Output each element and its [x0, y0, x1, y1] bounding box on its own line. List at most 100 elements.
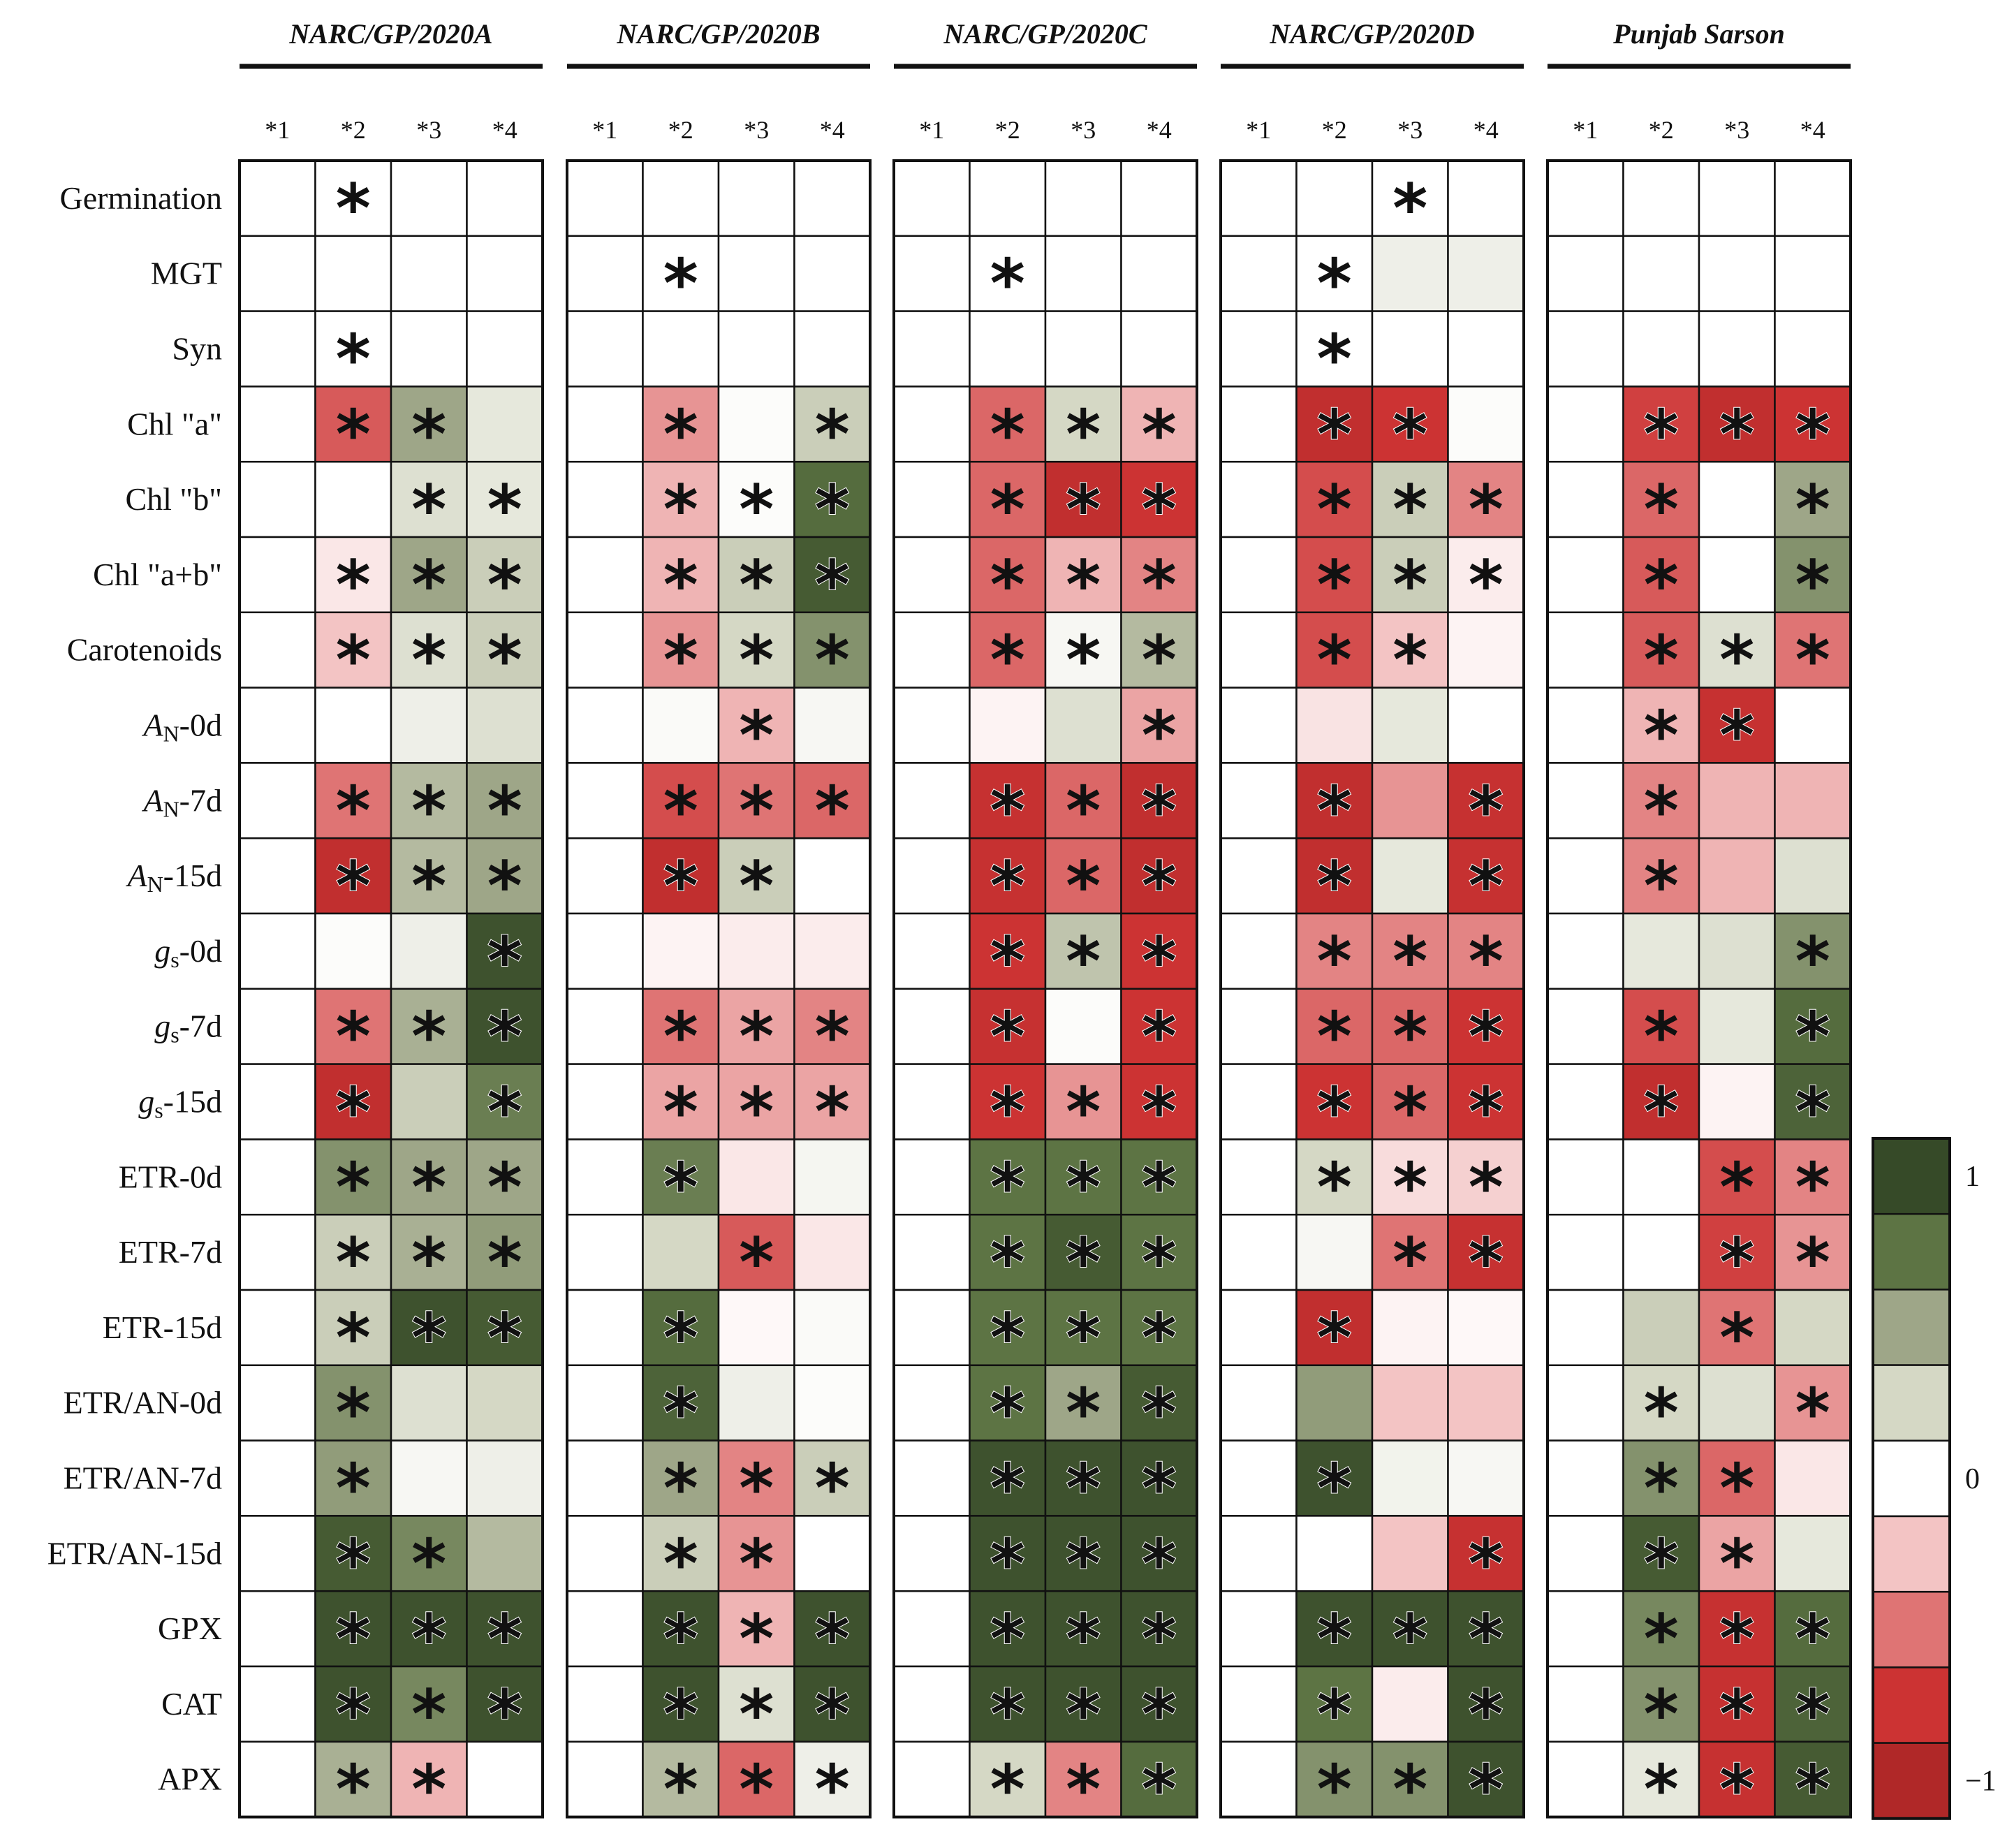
heatmap-cell — [969, 687, 1047, 764]
heatmap-cell — [1371, 1515, 1449, 1592]
row-label-etr-7d: ETR-7d — [119, 1234, 222, 1270]
heatmap-cell — [238, 1138, 316, 1216]
group-title: NARC/GP/2020B — [616, 18, 820, 50]
row-label-gpx: GPX — [158, 1611, 222, 1646]
row-label-germination: Germination — [60, 180, 223, 216]
heatmap-cell — [1698, 310, 1776, 388]
significance-asterisk: * — [663, 546, 698, 624]
heatmap-cell — [238, 1063, 316, 1141]
heatmap-cell — [969, 1515, 1047, 1592]
heatmap-cell — [566, 386, 644, 463]
color-scale-swatch — [1872, 1439, 1951, 1518]
heatmap-cell — [566, 1364, 644, 1442]
heatmap-cell — [1120, 1364, 1198, 1442]
heatmap-cell — [1774, 460, 1852, 538]
significance-asterisk: * — [739, 697, 774, 775]
heatmap-cell — [969, 460, 1047, 538]
heatmap-cell — [969, 1138, 1047, 1216]
significance-asterisk: * — [1066, 847, 1101, 925]
heatmap-cell — [390, 1213, 468, 1291]
heatmap-cell — [314, 460, 392, 538]
row-label-etr-an-0d: ETR/AN-0d — [64, 1385, 222, 1421]
significance-asterisk: * — [1644, 546, 1679, 624]
heatmap-cell — [390, 1590, 468, 1668]
heatmap-cell — [642, 1138, 720, 1216]
heatmap-cell — [1698, 159, 1776, 237]
column-label: *3 — [1397, 116, 1423, 144]
color-scale-tick-label: −1 — [1965, 1766, 1997, 1798]
heatmap-cell — [1447, 386, 1525, 463]
heatmap-cell — [1044, 611, 1122, 689]
heatmap-cell — [238, 912, 316, 990]
heatmap-cell — [238, 460, 316, 538]
column-label: *4 — [1473, 116, 1499, 144]
heatmap-cell — [642, 988, 720, 1065]
significance-asterisk: * — [336, 1224, 371, 1302]
significance-asterisk: * — [1317, 471, 1352, 549]
heatmap-cell — [314, 386, 392, 463]
heatmap-cell — [642, 1439, 720, 1517]
heatmap-cell — [1546, 1439, 1624, 1517]
heatmap-cell — [1120, 386, 1198, 463]
group-frame — [566, 159, 872, 1819]
significance-asterisk: * — [411, 1224, 446, 1302]
heatmap-cell — [314, 1590, 392, 1668]
heatmap-cell — [466, 611, 544, 689]
significance-asterisk: * — [739, 471, 774, 549]
heatmap-cell — [642, 1289, 720, 1367]
heatmap-cell — [1622, 1213, 1700, 1291]
row-label-etr-15d: ETR-15d — [103, 1310, 222, 1345]
heatmap-cell — [892, 1213, 971, 1291]
heatmap-cell — [1120, 1213, 1198, 1291]
significance-asterisk: * — [1392, 1073, 1427, 1152]
significance-asterisk: * — [1142, 546, 1177, 624]
significance-asterisk: * — [1644, 697, 1679, 775]
column-label: *4 — [820, 116, 845, 144]
significance-asterisk: * — [1392, 1224, 1427, 1302]
heatmap-cell — [1371, 1289, 1449, 1367]
heatmap-cell — [1044, 988, 1122, 1065]
significance-asterisk: * — [336, 1299, 371, 1377]
heatmap-cell — [566, 1740, 644, 1818]
heatmap-cell — [1698, 460, 1776, 538]
significance-asterisk: * — [1795, 1224, 1830, 1302]
heatmap-cell — [1774, 1515, 1852, 1592]
heatmap-cell — [1371, 235, 1449, 312]
heatmap-cell — [238, 1515, 316, 1592]
significance-asterisk: * — [1795, 1374, 1830, 1453]
heatmap-cell — [566, 460, 644, 538]
heatmap-cell — [314, 912, 392, 990]
heatmap-cell — [1120, 1590, 1198, 1668]
significance-asterisk: * — [411, 395, 446, 474]
heatmap-cell — [1447, 1740, 1525, 1818]
color-scale-tick-label: 0 — [1965, 1463, 1980, 1495]
heatmap-cell — [1295, 687, 1374, 764]
heatmap-cell — [390, 1439, 468, 1517]
color-scale-swatch — [1872, 1515, 1951, 1593]
significance-asterisk: * — [1066, 546, 1101, 624]
heatmap-cell — [1295, 159, 1374, 237]
heatmap-cell — [892, 1439, 971, 1517]
heatmap-cell — [1698, 235, 1776, 312]
column-label: *2 — [341, 116, 366, 144]
heatmap-cell — [1219, 611, 1298, 689]
heatmap-cell — [1295, 235, 1374, 312]
significance-asterisk: * — [1142, 622, 1177, 700]
heatmap-cell — [566, 611, 644, 689]
heatmap-cell — [1447, 988, 1525, 1065]
color-scale-swatch — [1872, 1666, 1951, 1744]
significance-asterisk: * — [990, 471, 1025, 549]
heatmap-cell — [892, 1289, 971, 1367]
heatmap-cell — [1546, 1590, 1624, 1668]
significance-asterisk: * — [411, 546, 446, 624]
heatmap-cell — [390, 1665, 468, 1743]
heatmap-cell — [892, 235, 971, 312]
heatmap-cell — [1698, 1515, 1776, 1592]
significance-asterisk: * — [336, 998, 371, 1076]
significance-asterisk: * — [1644, 1675, 1679, 1754]
column-label: *4 — [1147, 116, 1172, 144]
heatmap-cell — [1219, 386, 1298, 463]
significance-asterisk: * — [1066, 395, 1101, 474]
row-label-etr-an-7d: ETR/AN-7d — [64, 1460, 222, 1496]
significance-asterisk: * — [1317, 546, 1352, 624]
